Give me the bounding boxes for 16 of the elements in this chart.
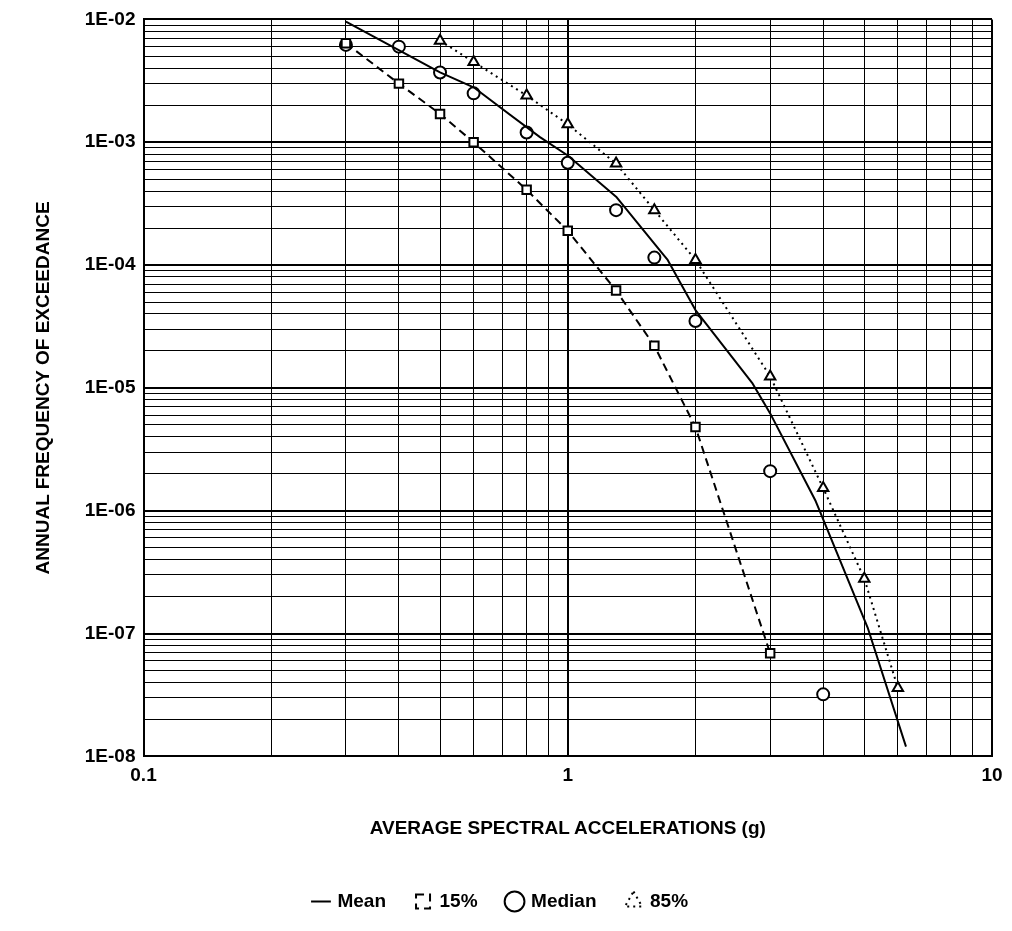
legend-label: Median — [531, 889, 597, 911]
x-tick-label: 10 — [981, 764, 1003, 786]
y-tick-label: 1E-03 — [84, 130, 136, 152]
y-tick-label: 1E-07 — [84, 621, 136, 643]
legend-label: 85% — [650, 889, 689, 911]
x-tick-label: 0.1 — [130, 764, 158, 786]
y-tick-label: 1E-08 — [84, 744, 136, 766]
x-tick-label: 1 — [562, 764, 574, 786]
y-axis-title: ANNUAL FREQUENCY OF EXCEEDANCE — [31, 201, 53, 575]
y-tick-label: 1E-04 — [84, 253, 136, 275]
legend-label: Mean — [337, 889, 387, 911]
x-axis-title: AVERAGE SPECTRAL ACCELERATIONS (g) — [369, 816, 766, 838]
y-tick-label: 1E-05 — [84, 376, 136, 398]
y-tick-label: 1E-02 — [84, 7, 136, 29]
y-tick-label: 1E-06 — [84, 498, 136, 520]
legend-label: 15% — [439, 889, 478, 911]
